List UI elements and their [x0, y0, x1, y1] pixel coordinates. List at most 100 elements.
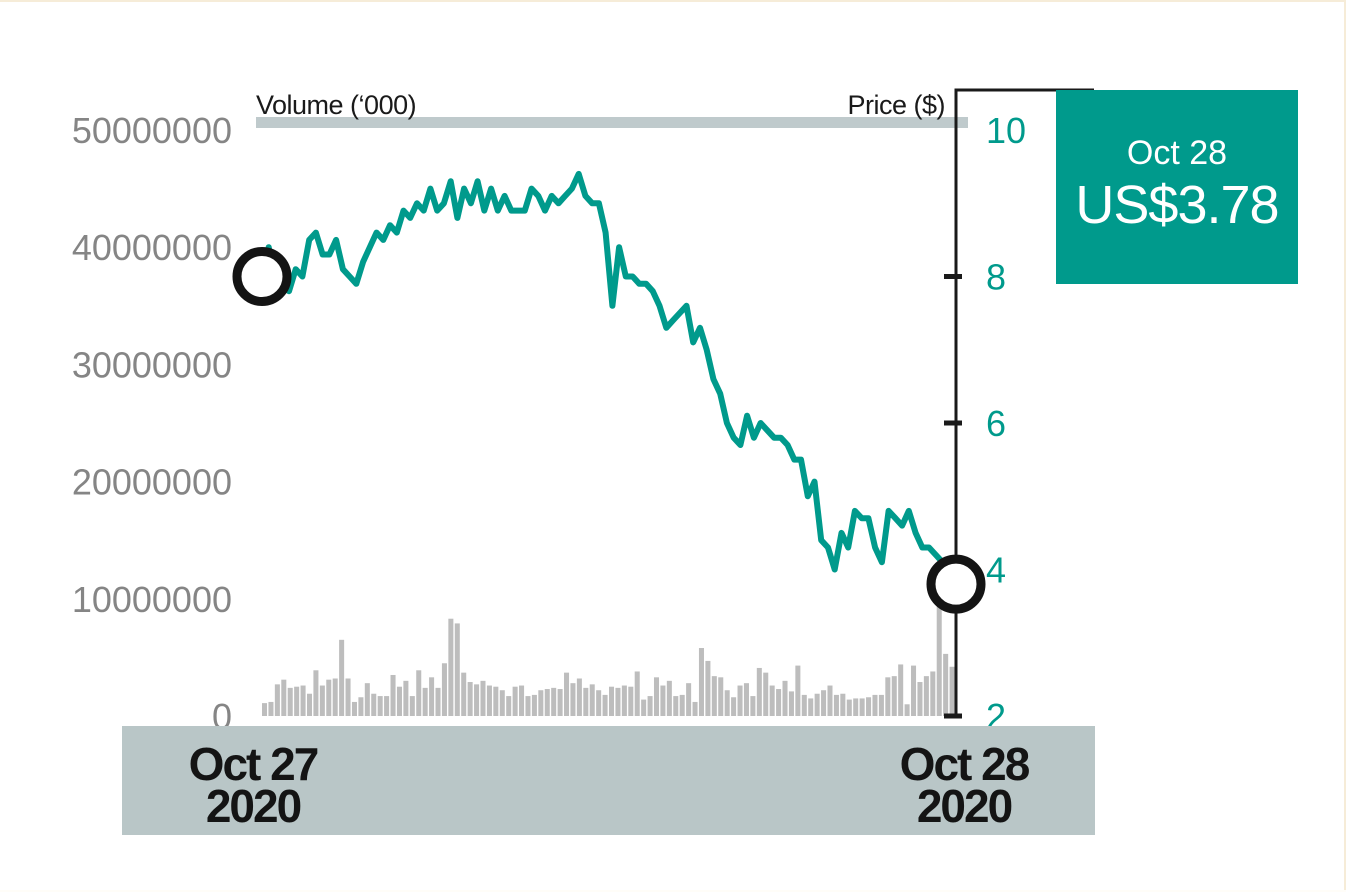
- volume-bar: [564, 672, 570, 716]
- volume-bar: [525, 696, 531, 716]
- volume-bar: [268, 701, 274, 716]
- volume-bar: [801, 694, 807, 716]
- volume-bar: [808, 698, 814, 716]
- volume-bar: [885, 677, 891, 716]
- volume-bar: [262, 703, 268, 716]
- volume-bar: [313, 670, 319, 716]
- volume-bar: [589, 684, 595, 716]
- volume-bar: [686, 683, 692, 716]
- volume-bar: [634, 671, 640, 716]
- volume-bar: [281, 679, 287, 716]
- volume-bar: [538, 690, 544, 716]
- volume-bar: [461, 672, 467, 716]
- x-end-label-line1: Oct 28: [900, 738, 1030, 790]
- volume-bar: [949, 666, 955, 716]
- volume-bar: [641, 699, 647, 716]
- price-tick-label: 6: [986, 403, 1006, 444]
- volume-bar: [364, 683, 370, 716]
- volume-bar: [692, 701, 698, 716]
- volume-bar: [782, 680, 788, 716]
- volume-bar: [306, 693, 313, 716]
- volume-bar: [750, 696, 756, 716]
- volume-bar: [300, 685, 306, 716]
- volume-bars: [262, 604, 955, 716]
- volume-bar: [756, 667, 762, 716]
- volume-bar: [531, 694, 537, 716]
- volume-bar: [833, 694, 839, 716]
- volume-bar: [679, 694, 685, 716]
- volume-bar: [467, 682, 473, 716]
- volume-bar: [274, 684, 280, 716]
- volume-bar: [763, 672, 769, 716]
- volume-axis: 50000000 40000000 30000000 20000000 10000000…: [72, 110, 232, 737]
- price-tick-label: 4: [986, 550, 1006, 591]
- volume-bar: [673, 696, 679, 716]
- volume-bar: [647, 696, 653, 716]
- volume-bar: [795, 665, 801, 716]
- volume-bar: [345, 678, 351, 716]
- volume-bar: [609, 686, 615, 716]
- volume-bar: [474, 684, 480, 716]
- volume-bar: [403, 680, 409, 716]
- volume-bar: [769, 685, 775, 716]
- volume-bar: [435, 687, 441, 716]
- volume-bar: [551, 687, 557, 716]
- volume-bar: [596, 690, 602, 716]
- volume-bar: [499, 690, 505, 716]
- volume-bar: [943, 653, 949, 716]
- volume-bar: [776, 689, 782, 716]
- volume-tick-label: 20000000: [72, 462, 232, 503]
- volume-bar: [628, 686, 634, 716]
- volume-bar: [872, 694, 878, 716]
- volume-bar: [936, 604, 942, 716]
- callout-price: US$3.78: [1075, 175, 1279, 235]
- volume-bar: [396, 686, 402, 716]
- volume-bar: [705, 660, 711, 716]
- volume-bar: [441, 663, 447, 716]
- volume-bar: [377, 696, 383, 716]
- volume-bar: [351, 701, 357, 716]
- volume-axis-label: Volume (‘000): [256, 90, 416, 120]
- price-axis-label: Price ($): [847, 90, 945, 120]
- volume-bar: [840, 693, 846, 716]
- volume-bar: [846, 699, 852, 716]
- volume-bar: [287, 687, 293, 716]
- volume-bar: [480, 680, 486, 716]
- price-tick-label: 8: [986, 257, 1006, 298]
- volume-bar: [866, 697, 872, 716]
- volume-bar: [743, 683, 749, 716]
- price-axis-line: [954, 88, 1094, 716]
- volume-bar: [422, 687, 428, 716]
- volume-bar: [486, 685, 492, 716]
- x-start-label-line2: 2020: [206, 780, 301, 832]
- volume-bar: [878, 694, 884, 716]
- volume-tick-label: 10000000: [72, 579, 232, 620]
- volume-bar: [917, 682, 923, 716]
- end-point-marker: [926, 554, 986, 614]
- volume-bar: [332, 678, 338, 716]
- volume-bar: [390, 674, 396, 716]
- volume-bar: [891, 676, 897, 716]
- volume-bar: [788, 691, 794, 716]
- volume-bar: [930, 671, 936, 716]
- volume-bar: [718, 677, 724, 716]
- volume-bar: [711, 676, 717, 716]
- volume-bar: [923, 676, 929, 716]
- volume-bar: [731, 697, 737, 716]
- volume-bar: [409, 696, 415, 716]
- volume-bar: [339, 639, 345, 716]
- header-band: [256, 117, 968, 128]
- volume-tick-label: 30000000: [72, 344, 232, 385]
- volume-bar: [326, 679, 332, 716]
- volume-bar: [660, 685, 666, 716]
- volume-bar: [506, 696, 512, 716]
- volume-bar: [621, 685, 627, 716]
- volume-bar: [737, 685, 743, 716]
- volume-bar: [493, 686, 499, 716]
- volume-bar: [814, 693, 820, 716]
- volume-bar: [570, 683, 576, 716]
- volume-bar: [294, 686, 300, 716]
